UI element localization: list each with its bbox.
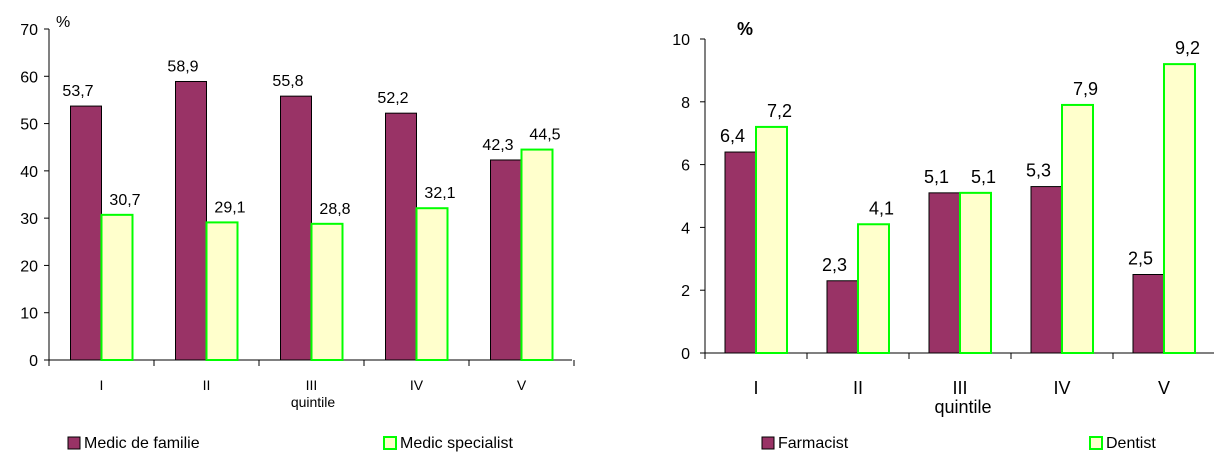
legend-label: Medic specialist — [400, 435, 513, 452]
bar-series2 — [100, 213, 134, 361]
bar-series2 — [310, 222, 344, 361]
x-tick-label: II — [853, 378, 863, 398]
bar-series1 — [928, 192, 961, 354]
bar-series1 — [1030, 186, 1063, 354]
bar-series2 — [415, 207, 449, 361]
x-tick-label: IV — [1053, 378, 1070, 398]
data-label: 30,7 — [109, 192, 140, 209]
legend-swatch — [67, 436, 81, 450]
data-label: 44,5 — [529, 127, 560, 144]
bar-series2 — [1163, 63, 1196, 355]
y-tick-label: 2 — [681, 283, 690, 300]
data-label: 5,3 — [1026, 161, 1051, 181]
y-tick-label: 70 — [20, 22, 38, 39]
legend-label: Dentist — [1106, 435, 1156, 452]
x-axis-title: quintile — [934, 397, 991, 417]
x-tick-label: II — [203, 377, 211, 393]
data-label: 5,1 — [971, 167, 996, 187]
chart-1: 0 10 20 30 40 50 60 70 53,7 30,7 I 58,9 29,1 II 55,8 28… — [20, 14, 575, 452]
legend-swatch — [761, 436, 775, 450]
y-tick-label: 20 — [20, 258, 38, 275]
data-label: 55,8 — [272, 73, 303, 90]
data-label: 4,1 — [869, 198, 894, 218]
y-tick-label: 0 — [29, 353, 38, 370]
data-label: 42,3 — [482, 137, 513, 154]
bar-series2 — [1061, 103, 1094, 354]
y-tick-label: 8 — [681, 95, 690, 112]
bar-series2 — [755, 125, 788, 354]
data-label: 7,2 — [767, 101, 792, 121]
data-label: 52,2 — [377, 90, 408, 107]
bar-series1 — [175, 80, 207, 361]
y-tick-label: 40 — [20, 164, 38, 181]
bar-series1 — [490, 159, 522, 361]
data-label: 58,9 — [167, 58, 198, 75]
x-tick-label: V — [1158, 378, 1170, 398]
bar-series2 — [520, 148, 554, 361]
x-tick-label: I — [753, 378, 758, 398]
bar-series1 — [1132, 274, 1165, 354]
y-tick-label: 10 — [20, 306, 38, 323]
data-label: 6,4 — [720, 126, 745, 146]
x-tick-label: V — [517, 377, 527, 393]
legend-swatch — [1089, 436, 1103, 450]
x-tick-label: III — [306, 377, 318, 393]
x-tick-label: IV — [410, 377, 424, 393]
y-axis-title: % — [56, 14, 70, 31]
data-label: 9,2 — [1175, 38, 1200, 58]
bar-series2 — [205, 221, 239, 361]
y-axis-title: % — [737, 19, 753, 39]
legend-label: Farmacist — [778, 435, 849, 452]
legend-swatch — [383, 436, 397, 450]
y-tick-label: 10 — [672, 32, 690, 49]
data-label: 32,1 — [424, 185, 455, 202]
chart-2: 0 2 4 6 8 10 6,4 7,2 I 2,3 4,1 II 5,1 5,1 III 5,3 7,9 IV 2… — [672, 19, 1214, 452]
bar-series1 — [826, 280, 859, 354]
bar-series1 — [70, 105, 102, 361]
bar-series1 — [385, 112, 417, 361]
x-axis-title: quintile — [291, 394, 336, 410]
y-tick-label: 4 — [681, 220, 690, 237]
data-label: 29,1 — [214, 199, 245, 216]
y-tick-label: 60 — [20, 69, 38, 86]
bar-series2 — [857, 223, 890, 354]
bar-series1 — [280, 95, 312, 361]
data-label: 2,5 — [1128, 249, 1153, 269]
y-tick-label: 0 — [681, 346, 690, 363]
data-label: 7,9 — [1073, 79, 1098, 99]
x-tick-label: III — [952, 378, 967, 398]
legend-label: Medic de familie — [84, 435, 200, 452]
y-tick-label: 50 — [20, 117, 38, 134]
x-tick-label: I — [100, 377, 104, 393]
bar-series2 — [959, 191, 992, 354]
data-label: 28,8 — [319, 201, 350, 218]
data-label: 53,7 — [62, 83, 93, 100]
data-label: 5,1 — [924, 167, 949, 187]
bar-series1 — [724, 151, 757, 354]
data-label: 2,3 — [822, 255, 847, 275]
y-tick-label: 6 — [681, 158, 690, 175]
y-tick-label: 30 — [20, 211, 38, 228]
